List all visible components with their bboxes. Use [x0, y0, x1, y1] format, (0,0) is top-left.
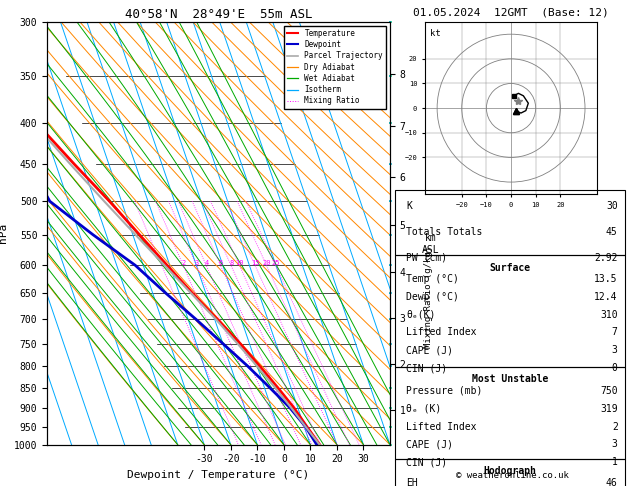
Text: 2.92: 2.92	[594, 253, 618, 262]
Text: 20: 20	[263, 260, 271, 266]
Text: 13.5: 13.5	[594, 274, 618, 284]
Text: 3: 3	[612, 439, 618, 449]
Text: PW (cm): PW (cm)	[406, 253, 448, 262]
Text: © weatheronline.co.uk: © weatheronline.co.uk	[456, 471, 569, 480]
Y-axis label: km
ASL: km ASL	[422, 233, 440, 255]
Text: 7: 7	[612, 328, 618, 337]
Y-axis label: hPa: hPa	[0, 223, 8, 243]
Text: 25: 25	[272, 260, 281, 266]
Text: 750: 750	[600, 386, 618, 396]
Text: 4: 4	[204, 260, 209, 266]
Text: kt: kt	[430, 29, 441, 38]
Text: CAPE (J): CAPE (J)	[406, 345, 454, 355]
Text: CIN (J): CIN (J)	[406, 457, 448, 467]
Text: K: K	[406, 201, 413, 211]
Text: Surface: Surface	[489, 262, 530, 273]
Text: Mixing Ratio (g/kg): Mixing Ratio (g/kg)	[425, 245, 433, 348]
Title: 40°58'N  28°49'E  55m ASL: 40°58'N 28°49'E 55m ASL	[125, 8, 313, 21]
Bar	[395, 459, 625, 486]
Text: Lifted Index: Lifted Index	[406, 328, 477, 337]
Text: 01.05.2024  12GMT  (Base: 12): 01.05.2024 12GMT (Base: 12)	[413, 7, 609, 17]
Text: 2: 2	[181, 260, 186, 266]
Text: 1: 1	[612, 457, 618, 467]
Text: EH: EH	[406, 478, 418, 486]
Text: 15: 15	[251, 260, 260, 266]
Text: Dewp (°C): Dewp (°C)	[406, 292, 459, 302]
Text: 310: 310	[600, 310, 618, 320]
Text: 8: 8	[230, 260, 233, 266]
Bar	[395, 190, 625, 256]
Text: 3: 3	[195, 260, 199, 266]
Bar	[395, 256, 625, 367]
Text: 12.4: 12.4	[594, 292, 618, 302]
Text: Most Unstable: Most Unstable	[472, 375, 548, 384]
Text: 1: 1	[160, 260, 164, 266]
Text: CAPE (J): CAPE (J)	[406, 439, 454, 449]
Text: 30: 30	[606, 201, 618, 211]
Text: Temp (°C): Temp (°C)	[406, 274, 459, 284]
Text: 319: 319	[600, 404, 618, 414]
Text: Hodograph: Hodograph	[483, 466, 537, 476]
Text: Pressure (mb): Pressure (mb)	[406, 386, 483, 396]
Text: 10: 10	[235, 260, 244, 266]
Text: 6: 6	[219, 260, 223, 266]
Text: 0: 0	[612, 363, 618, 373]
Text: CIN (J): CIN (J)	[406, 363, 448, 373]
Text: 45: 45	[606, 227, 618, 237]
Legend: Temperature, Dewpoint, Parcel Trajectory, Dry Adiabat, Wet Adiabat, Isotherm, Mi: Temperature, Dewpoint, Parcel Trajectory…	[284, 26, 386, 108]
Text: 46: 46	[606, 478, 618, 486]
Text: θₑ (K): θₑ (K)	[406, 404, 442, 414]
X-axis label: Dewpoint / Temperature (°C): Dewpoint / Temperature (°C)	[128, 470, 309, 480]
Text: θₑ(K): θₑ(K)	[406, 310, 436, 320]
Text: 2: 2	[612, 421, 618, 432]
Text: Lifted Index: Lifted Index	[406, 421, 477, 432]
Text: Totals Totals: Totals Totals	[406, 227, 483, 237]
Text: 3: 3	[612, 345, 618, 355]
Bar	[395, 367, 625, 459]
